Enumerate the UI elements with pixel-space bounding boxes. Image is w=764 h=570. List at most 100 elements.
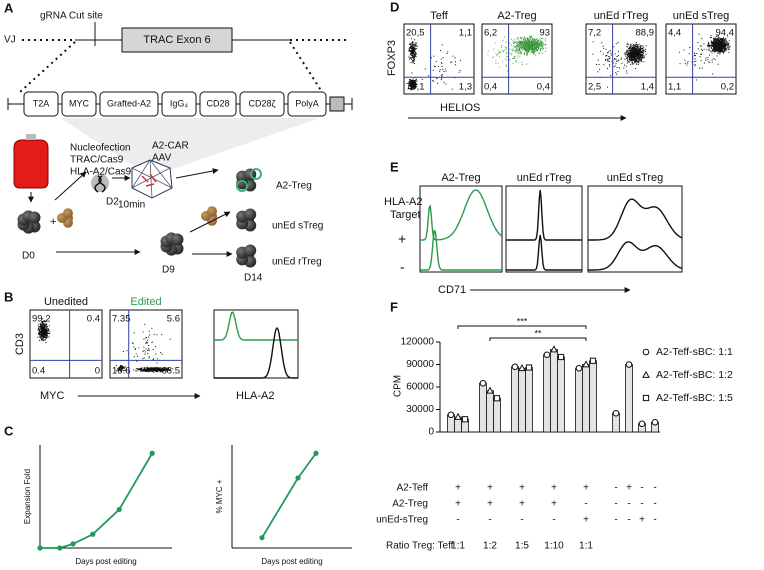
event-dot: [410, 84, 412, 86]
event-dot: [603, 47, 605, 49]
event-dot: [172, 368, 174, 370]
event-dot: [630, 52, 632, 54]
event-dot: [505, 53, 507, 55]
event-dot: [626, 57, 628, 59]
event-dot: [411, 43, 413, 45]
event-dot: [518, 48, 520, 50]
event-dot: [411, 85, 413, 87]
event-dot: [157, 368, 159, 370]
event-dot: [410, 89, 412, 91]
event-dot: [500, 51, 502, 53]
axis-label: Days post editing: [75, 557, 136, 566]
event-dot: [643, 61, 645, 63]
event-dot: [499, 51, 501, 53]
event-dot: [531, 35, 533, 37]
event-dot: [537, 39, 539, 41]
event-dot: [527, 51, 529, 53]
event-dot: [157, 371, 159, 373]
event-dot: [452, 55, 454, 57]
event-dot: [723, 44, 725, 46]
event-dot: [159, 367, 161, 369]
event-dot: [37, 324, 39, 326]
event-dot: [530, 51, 532, 53]
event-dot: [504, 36, 506, 38]
event-dot: [530, 45, 532, 47]
event-dot: [411, 72, 413, 74]
event-dot: [723, 43, 725, 45]
event-dot: [514, 56, 516, 58]
event-dot: [147, 368, 149, 370]
point-marker: [582, 360, 590, 368]
event-dot: [41, 329, 43, 331]
event-dot: [623, 53, 625, 55]
table-row-label: unEd-sTreg: [376, 515, 428, 526]
event-dot: [533, 44, 535, 46]
event-dot: [440, 58, 442, 60]
event-dot: [144, 369, 146, 371]
significance-bracket: [457, 325, 587, 329]
plot-frame: [481, 23, 553, 95]
event-dot: [628, 59, 630, 61]
quadrant-value: 88,9: [636, 28, 655, 39]
event-dot: [444, 68, 446, 70]
event-dot: [540, 43, 542, 45]
quadrant-value: 68.5: [162, 366, 181, 377]
event-dot: [159, 368, 161, 370]
event-dot: [39, 323, 41, 325]
event-dot: [632, 53, 634, 55]
event-dot: [527, 48, 529, 50]
event-dot: [686, 62, 688, 64]
event-dot: [516, 52, 518, 54]
event-dot: [640, 49, 642, 51]
event-dot: [505, 48, 507, 50]
event-dot: [531, 41, 533, 43]
event-dot: [721, 44, 723, 46]
event-dot: [412, 42, 414, 44]
event-dot: [533, 47, 535, 49]
event-dot: [708, 54, 710, 56]
event-dot: [416, 83, 418, 85]
event-dot: [627, 42, 629, 44]
event-dot: [533, 45, 535, 47]
construct-label: IgG₄: [170, 98, 189, 108]
point-marker: [479, 379, 487, 387]
event-dot: [643, 46, 645, 48]
event-dot: [639, 60, 641, 62]
event-dot: [716, 42, 718, 44]
event-dot: [605, 59, 607, 61]
event-dot: [123, 366, 125, 368]
event-dot: [632, 58, 634, 60]
event-dot: [724, 46, 726, 48]
event-dot: [134, 349, 136, 351]
event-dot: [433, 80, 435, 82]
event-dot: [528, 47, 530, 49]
event-dot: [631, 46, 633, 48]
event-dot: [632, 57, 634, 59]
event-dot: [539, 49, 541, 51]
event-dot: [412, 48, 414, 50]
event-dot: [712, 48, 714, 50]
event-dot: [634, 43, 636, 45]
event-dot: [633, 56, 635, 58]
event-dot: [512, 57, 514, 59]
axis-label: CPM: [393, 375, 404, 397]
event-dot: [525, 49, 527, 51]
bar: [518, 367, 526, 433]
event-dot: [158, 369, 160, 371]
event-dot: [645, 45, 647, 47]
event-dot: [637, 58, 639, 60]
event-dot: [709, 44, 711, 46]
event-dot: [45, 324, 47, 326]
event-dot: [513, 49, 515, 51]
point-marker: [612, 409, 620, 417]
event-dot: [137, 368, 139, 370]
event-dot: [725, 49, 727, 51]
event-dot: [533, 44, 535, 46]
event-dot: [416, 42, 418, 44]
event-dot: [544, 40, 546, 42]
event-dot: [714, 51, 716, 53]
event-dot: [411, 55, 413, 57]
event-dot: [411, 46, 413, 48]
event-dot: [700, 59, 702, 61]
event-dot: [639, 47, 641, 49]
